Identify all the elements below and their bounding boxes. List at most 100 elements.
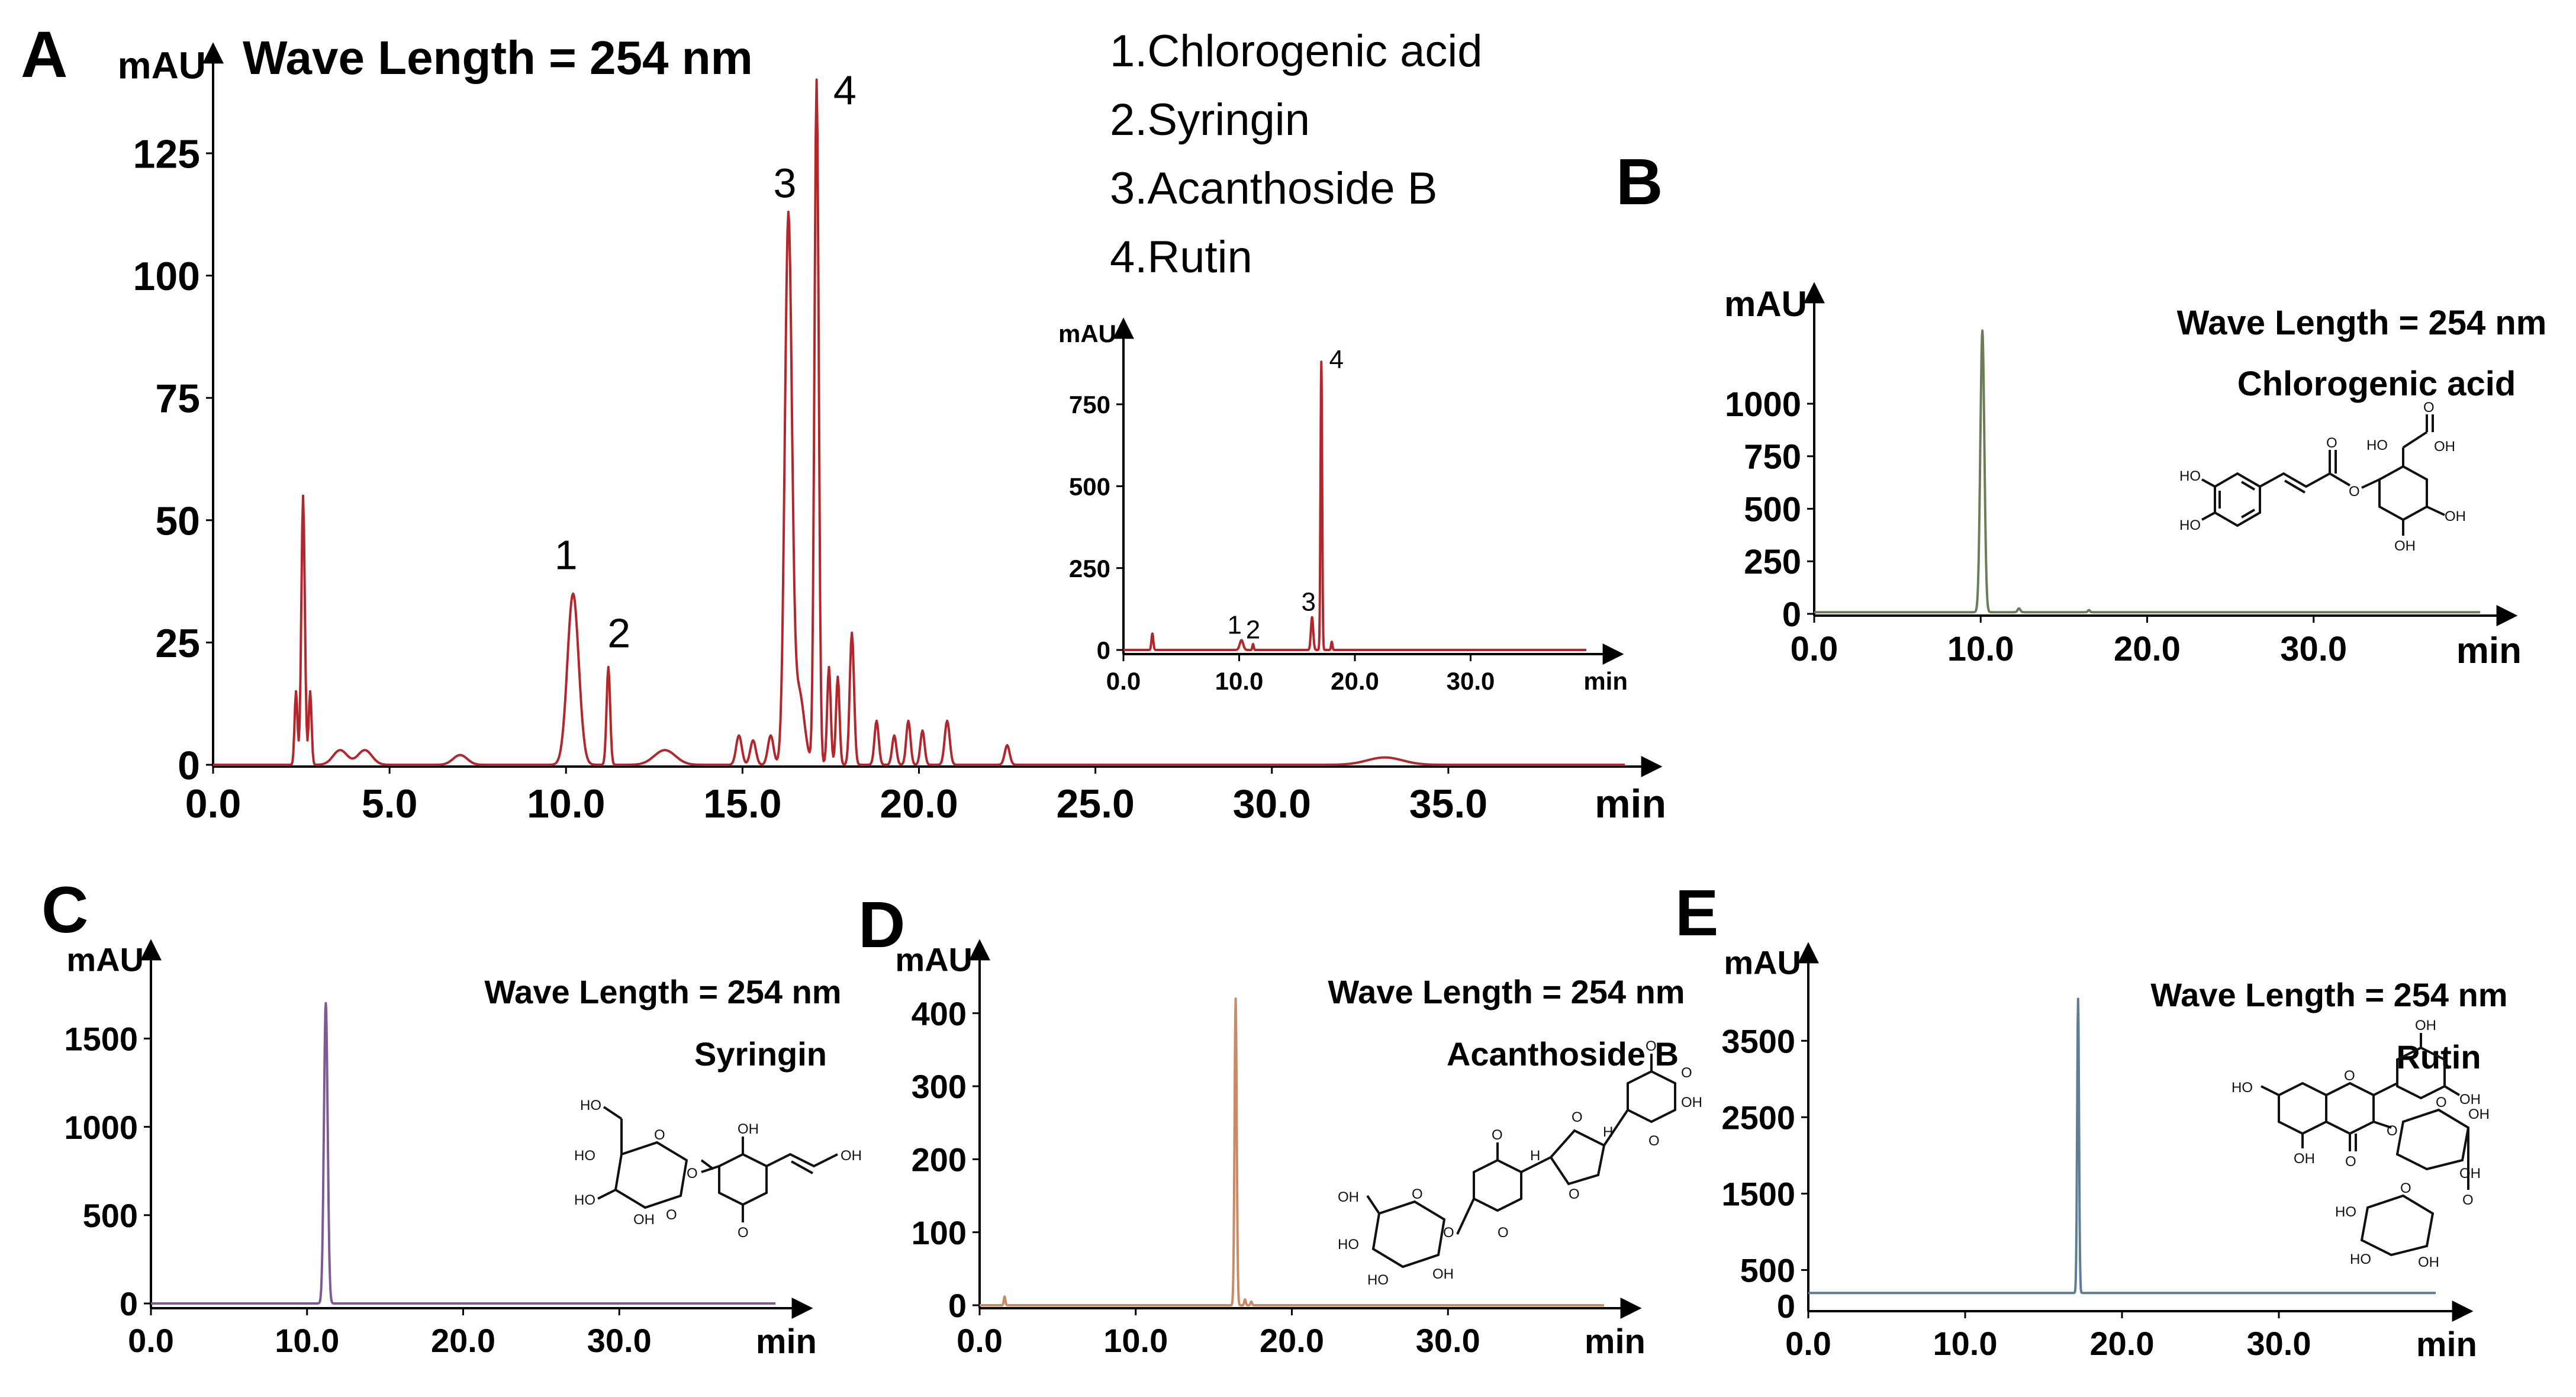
mol-atom-label: HO <box>2350 1251 2371 1267</box>
panel-c-title: Wave Length = 254 nm <box>484 973 841 1010</box>
panel-label: D <box>858 889 905 961</box>
y-axis-label: mAU <box>895 941 973 978</box>
panel-e-title: Wave Length = 254 nm <box>2150 976 2507 1013</box>
y-tick-label: 100 <box>133 254 200 299</box>
x-tick-label: 0.0 <box>128 1322 174 1359</box>
peak-label: 3 <box>773 160 796 206</box>
x-tick-label: 25.0 <box>1056 781 1134 826</box>
x-tick-label: 30.0 <box>1416 1322 1480 1359</box>
y-axis-label: mAU <box>66 941 144 978</box>
series-line <box>212 78 1625 766</box>
mol-atom-label: OH <box>633 1212 655 1228</box>
mol-atom-label: O <box>666 1207 677 1223</box>
mol-atom-label: O <box>1569 1186 1580 1202</box>
x-tick-label: 10.0 <box>275 1322 339 1359</box>
mol-atom-label: OH <box>2418 1254 2439 1270</box>
mol-atom-label: H <box>1530 1148 1540 1164</box>
mol-atom-label: O <box>738 1225 749 1241</box>
mol-atom-label: HO <box>2232 1080 2253 1096</box>
x-axis-label: min <box>1595 781 1666 826</box>
mol-atom-label: O <box>2387 1123 2398 1139</box>
panel-label: C <box>41 874 88 947</box>
peak-label: 1 <box>1227 610 1241 639</box>
y-tick-label: 1500 <box>64 1021 138 1058</box>
legend-entry: 1.Chlorogenic acid <box>1110 26 1483 76</box>
mol-atom-label: O <box>1681 1065 1692 1081</box>
y-tick-label: 500 <box>1740 1252 1795 1289</box>
y-tick-label: 750 <box>1744 438 1801 477</box>
x-tick-label: 20.0 <box>2114 630 2181 668</box>
y-tick-label: 250 <box>1744 543 1801 581</box>
panel-b-compound: Chlorogenic acid <box>2237 365 2516 403</box>
y-axis-label: mAU <box>1058 320 1116 347</box>
y-tick-label: 1000 <box>1725 385 1801 424</box>
peak-label: 2 <box>1246 616 1260 645</box>
x-axis-label: min <box>1583 667 1628 695</box>
x-tick-label: 10.0 <box>1103 1322 1168 1359</box>
y-axis-label: mAU <box>1724 284 1807 324</box>
y-tick-label: 0 <box>120 1285 138 1322</box>
y-tick-label: 500 <box>1744 490 1801 529</box>
panel-a-title: Wave Length = 254 nm <box>243 31 753 84</box>
x-tick-label: 10.0 <box>1933 1325 1998 1362</box>
mol-atom-label: OH <box>2394 538 2416 554</box>
mol-atom-label: HO <box>2366 437 2388 453</box>
mol-atom-label: O <box>1443 1225 1454 1241</box>
y-tick-label: 125 <box>133 131 200 176</box>
x-axis-label: min <box>2416 1325 2477 1364</box>
mol-atom-label: OH <box>738 1121 759 1137</box>
x-tick-label: 5.0 <box>362 781 418 826</box>
syringin-structure: HO HO HO O OH O OH O O OH <box>574 1097 862 1241</box>
panel-label: E <box>1675 877 1718 949</box>
panel-b-title: Wave Length = 254 nm <box>2177 304 2547 342</box>
mol-atom-label: OH <box>841 1148 862 1164</box>
x-tick-label: 0.0 <box>1106 667 1141 695</box>
x-axis-label: min <box>2456 630 2522 671</box>
x-tick-label: 0.0 <box>1785 1325 1831 1362</box>
acanthoside-b-structure: O OH O O H H O O O HO HO OH OH O O O <box>1338 1038 1702 1288</box>
mol-atom-label: O <box>2400 1180 2411 1196</box>
mol-atom-label: OH <box>2459 1166 2481 1182</box>
x-tick-label: 10.0 <box>1215 667 1264 695</box>
x-tick-label: 30.0 <box>2247 1325 2311 1362</box>
peak-label: 1 <box>555 532 578 578</box>
series-line <box>1813 329 2481 614</box>
y-tick-label: 0 <box>948 1287 967 1324</box>
mol-atom-label: O <box>2326 435 2337 451</box>
series-line <box>1807 997 2437 1295</box>
y-tick-label: 0 <box>178 743 200 788</box>
mol-atom-label: OH <box>2468 1106 2490 1122</box>
mol-atom-label: O <box>2345 1154 2356 1170</box>
x-tick-label: 30.0 <box>2280 630 2347 668</box>
mol-atom-label: HO <box>574 1148 595 1164</box>
legend-entry: 3.Acanthoside B <box>1110 163 1438 214</box>
y-tick-label: 400 <box>912 995 967 1032</box>
y-tick-label: 1500 <box>1721 1176 1795 1213</box>
x-tick-label: 30.0 <box>1233 781 1311 826</box>
mol-atom-label: HO <box>2179 517 2201 533</box>
series-line <box>978 997 1605 1306</box>
x-axis-label: min <box>756 1322 817 1361</box>
x-tick-label: 20.0 <box>431 1322 495 1359</box>
y-tick-label: 300 <box>912 1068 967 1105</box>
y-axis-label: mAU <box>1724 944 1801 981</box>
x-tick-label: 20.0 <box>2090 1325 2155 1362</box>
chart-inset: 0 250 500 750 0.0 10.0 20.0 30.0 mAU min 1 2 3 4 <box>1058 317 1628 695</box>
chlorogenic-acid-structure: HO HO O O HO OH O OH OH <box>2179 400 2466 554</box>
mol-atom-label: HO <box>2179 468 2201 484</box>
mol-atom-label: HO <box>1338 1237 1359 1253</box>
panel-label: A <box>21 18 67 91</box>
series-line <box>150 1002 777 1305</box>
mol-atom-label: O <box>654 1127 665 1143</box>
mol-atom-label: OH <box>1681 1095 1702 1110</box>
x-tick-label: 20.0 <box>880 781 958 826</box>
mol-atom-label: OH <box>1432 1266 1454 1282</box>
mol-atom-label: O <box>2423 400 2435 416</box>
series-line <box>1122 360 1588 651</box>
mol-atom-label: O <box>2462 1192 2474 1208</box>
mol-atom-label: O <box>2349 484 2360 500</box>
mol-atom-label: O <box>2344 1068 2355 1084</box>
mol-atom-label: HO <box>2335 1204 2356 1220</box>
y-tick-label: 500 <box>83 1197 138 1234</box>
